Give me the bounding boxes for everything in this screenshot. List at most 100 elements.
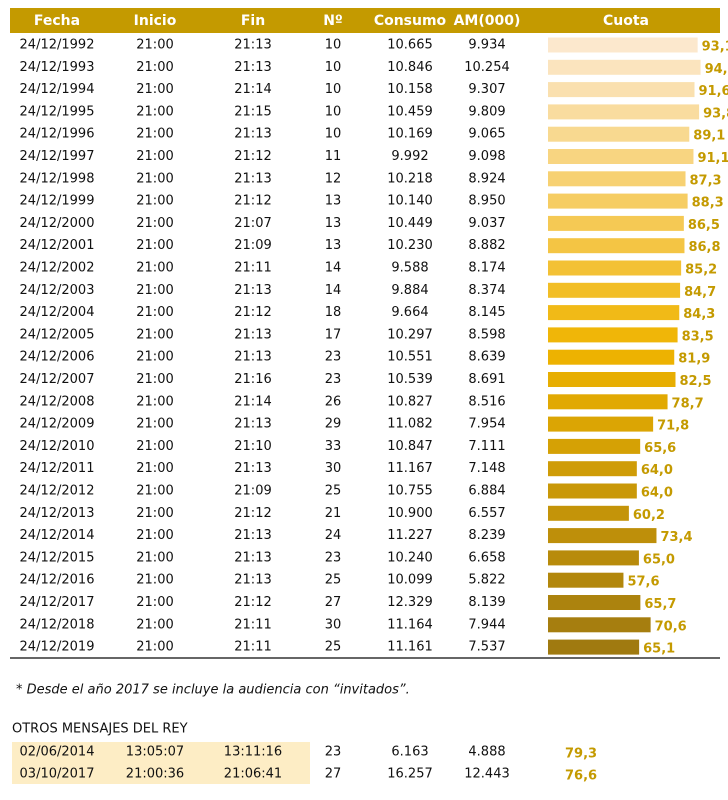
cell: 21:00 (136, 528, 173, 543)
cell: 24/12/1994 (20, 82, 95, 97)
column-header: Nº (323, 13, 343, 29)
cuota-bar (548, 461, 637, 477)
cell: 21:13 (234, 283, 271, 298)
cell: 24/12/2006 (20, 350, 95, 365)
cell: 21:00 (136, 350, 173, 365)
cuota-label: 85,2 (685, 263, 717, 278)
cell: 10.297 (387, 327, 433, 342)
column-header: Consumo (374, 13, 447, 29)
cell: 10.665 (387, 38, 433, 53)
cell: 24/12/2018 (20, 617, 95, 632)
cell: 13 (325, 194, 342, 209)
cell: 12 (325, 171, 342, 186)
cell: 7.111 (468, 439, 505, 454)
cuota-label: 65,0 (643, 552, 675, 567)
cell: 21:00 (136, 38, 173, 53)
cuota-label: 70,6 (655, 619, 687, 634)
cuota-bar (548, 305, 680, 321)
cell: 13:05:07 (126, 745, 184, 760)
cuota-label: 73,4 (660, 530, 692, 545)
cell: 21:00 (136, 417, 173, 432)
cell: 21:00 (136, 640, 173, 655)
cell: 21:10 (234, 439, 271, 454)
cell: 23 (325, 372, 342, 387)
cell: 21:00 (136, 149, 173, 164)
cell: 21:00 (136, 617, 173, 632)
cell: 10.218 (387, 171, 433, 186)
cuota-bar (548, 438, 641, 454)
cell: 10 (325, 104, 342, 119)
cell: 29 (325, 417, 342, 432)
cell: 8.598 (468, 327, 505, 342)
cell: 21:15 (234, 104, 271, 119)
cell: 21:07 (234, 216, 271, 231)
header-band (10, 8, 720, 33)
cuota-bar (548, 37, 698, 53)
cell: 02/06/2014 (20, 745, 95, 760)
cuota-bar (548, 171, 686, 187)
cell: 21:00 (136, 60, 173, 75)
cell: 21:13 (234, 327, 271, 342)
cell: 21:13 (234, 171, 271, 186)
cell: 21:13 (234, 573, 271, 588)
cuota-label: 65,6 (644, 441, 676, 456)
cell: 11.227 (387, 528, 433, 543)
cell: 9.934 (468, 38, 505, 53)
cell: 9.065 (468, 127, 505, 142)
cell: 21:09 (234, 238, 271, 253)
cell: 21:12 (234, 506, 271, 521)
cell: 10.755 (387, 484, 433, 499)
cuota-bar (548, 282, 681, 298)
cuota-label: 83,5 (682, 329, 714, 344)
cell: 30 (325, 461, 342, 476)
cuota-label: 86,8 (688, 240, 720, 255)
cell: 10 (325, 82, 342, 97)
cell: 9.809 (468, 104, 505, 119)
cell: 8.374 (468, 283, 505, 298)
cell: 21:06:41 (224, 767, 282, 782)
cell: 8.239 (468, 528, 505, 543)
cuota-bar (548, 550, 639, 566)
cell: 24/12/2007 (20, 372, 95, 387)
cell: 17 (325, 327, 342, 342)
cell: 8.882 (468, 238, 505, 253)
cell: 24/12/2000 (20, 216, 95, 231)
cell: 6.884 (468, 484, 505, 499)
cell: 10.158 (387, 82, 433, 97)
cell: 9.098 (468, 149, 505, 164)
cuota-label: 89,1 (693, 129, 725, 144)
cuota-label: 91,1 (697, 151, 728, 166)
cell: 24/12/1993 (20, 60, 95, 75)
cell: 24/12/2012 (20, 484, 95, 499)
cuota-label: 93,8 (703, 106, 728, 121)
cell: 24/12/1998 (20, 171, 95, 186)
cell: 14 (325, 283, 342, 298)
cell: 10.254 (464, 60, 510, 75)
cell: 10.551 (387, 350, 433, 365)
cuota-bar (548, 372, 676, 387)
cuota-label: 64,0 (641, 486, 673, 501)
cell: 10.900 (387, 506, 433, 521)
cuota-label: 57,6 (627, 575, 659, 590)
cell: 9.884 (391, 283, 428, 298)
cuota-bar (548, 260, 682, 276)
cell: 24/12/2016 (20, 573, 95, 588)
cuota-bar (548, 505, 629, 521)
cuota-bar (548, 82, 695, 98)
cell: 21:12 (234, 595, 271, 610)
cell: 7.537 (468, 640, 505, 655)
cell: 21:00 (136, 506, 173, 521)
cell: 21:11 (234, 617, 271, 632)
cell: 10.169 (387, 127, 433, 142)
cuota-label: 76,6 (565, 769, 597, 784)
cell: 10.539 (387, 372, 433, 387)
cell: 24/12/1999 (20, 194, 95, 209)
cell: 8.639 (468, 350, 505, 365)
others-title: OTROS MENSAJES DEL REY (12, 722, 188, 737)
cell: 21:13 (234, 528, 271, 543)
cell: 11.161 (387, 640, 433, 655)
cell: 8.691 (468, 372, 505, 387)
cell: 24/12/2008 (20, 394, 95, 409)
cuota-label: 84,3 (683, 307, 715, 322)
cuota-bar (548, 528, 657, 544)
